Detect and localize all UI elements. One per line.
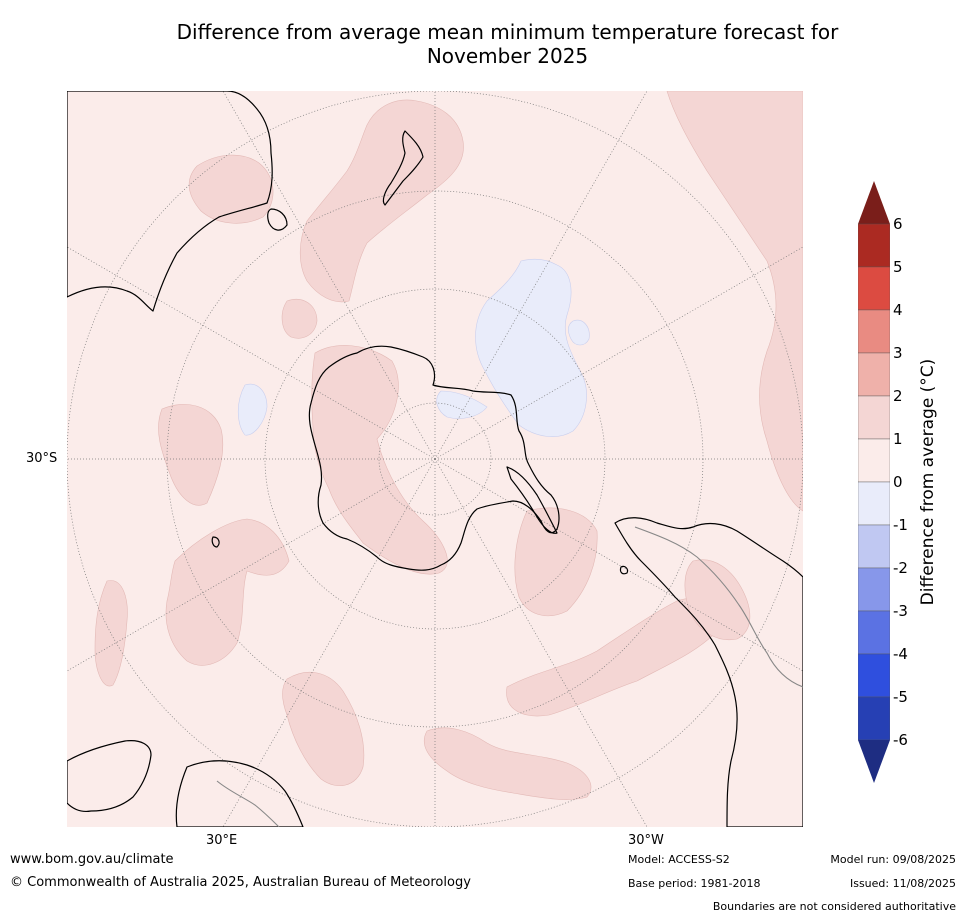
colorbar-tick-label: -1 bbox=[893, 516, 908, 534]
colorbar-segment bbox=[857, 481, 891, 526]
cool-anomaly-regions bbox=[237, 258, 590, 437]
coastlines bbox=[67, 91, 803, 827]
colorbar-tick-label: -5 bbox=[893, 688, 908, 706]
madagascar-coastline bbox=[211, 536, 220, 548]
footer-disclaimer: Boundaries are not considered authoritat… bbox=[712, 900, 956, 913]
indian-ocean-east-warm-region bbox=[281, 299, 318, 339]
colorbar-tick-label: 5 bbox=[893, 258, 903, 276]
colorbar-segment bbox=[857, 223, 891, 268]
map-panel bbox=[67, 91, 803, 827]
footer-copyright: © Commonwealth of Australia 2025, Austra… bbox=[10, 875, 471, 890]
colorbar-segment bbox=[857, 696, 891, 741]
colorbar-label: Difference from average (°C) bbox=[918, 358, 938, 606]
south-atlantic-warm-region-1 bbox=[282, 672, 365, 787]
africa-coastline bbox=[67, 740, 152, 812]
indian-cool-region bbox=[237, 383, 268, 436]
colorbar-segments bbox=[857, 223, 891, 741]
longitude-label-30w: 30°W bbox=[628, 833, 664, 848]
colorbar-tick-label: -6 bbox=[893, 731, 908, 749]
south-america-patagonia-coastline bbox=[175, 760, 304, 827]
colorbar-segment bbox=[857, 524, 891, 569]
colorbar-tick-label: 3 bbox=[893, 344, 903, 362]
south-atlantic-warm-region-2 bbox=[423, 727, 592, 800]
colorbar-segment bbox=[857, 567, 891, 612]
colorbar-top-extension bbox=[858, 181, 890, 224]
colorbar-segment bbox=[857, 610, 891, 655]
footer-model: Model: ACCESS-S2 bbox=[628, 853, 730, 866]
colorbar-segment bbox=[857, 352, 891, 397]
west-indian-warm-region bbox=[158, 404, 224, 506]
colorbar-tick-label: 0 bbox=[893, 473, 903, 491]
map-title-line-1: Difference from average mean minimum tem… bbox=[176, 20, 839, 44]
ross-sea-cool-region bbox=[475, 258, 587, 437]
colorbar-segment bbox=[857, 309, 891, 354]
latitude-label-30s: 30°S bbox=[26, 451, 58, 466]
footer-model-run: Model run: 09/08/2025 bbox=[830, 853, 956, 866]
pacific-warm-region bbox=[514, 507, 598, 617]
pacific-cool-region-small bbox=[567, 319, 590, 346]
south-indian-warm-region bbox=[165, 518, 290, 666]
south-america-coastline bbox=[614, 517, 803, 827]
polar-map bbox=[67, 91, 803, 827]
colorbar-segment bbox=[857, 438, 891, 483]
colorbar-bottom-extension bbox=[858, 740, 890, 783]
antarctic-peninsula-coastline bbox=[506, 466, 558, 534]
map-title: Difference from average mean minimum tem… bbox=[60, 20, 955, 68]
colorbar-segment bbox=[857, 653, 891, 698]
south-america-west-warm-region bbox=[684, 559, 751, 641]
footer-issued: Issued: 11/08/2025 bbox=[849, 877, 956, 890]
new-zealand-coastline bbox=[382, 130, 424, 206]
colorbar-segment bbox=[857, 266, 891, 311]
australia-south-warm-region bbox=[188, 154, 274, 224]
falklands-coastline bbox=[619, 565, 629, 575]
australia-coastline bbox=[67, 91, 273, 312]
longitude-label-30e: 30°E bbox=[206, 833, 238, 848]
colorbar-tick-label: -2 bbox=[893, 559, 908, 577]
colorbar-tick-label: -4 bbox=[893, 645, 908, 663]
colorbar-tick-label: 2 bbox=[893, 387, 903, 405]
warm-anomaly-regions bbox=[94, 91, 803, 800]
south-america-border bbox=[634, 526, 803, 688]
colorbar-tick-label: 4 bbox=[893, 301, 903, 319]
footer-url: www.bom.gov.au/climate bbox=[10, 852, 174, 867]
tasmania-coastline bbox=[267, 208, 288, 231]
colorbar-tick-label: 1 bbox=[893, 430, 903, 448]
ross-ice-cool-region bbox=[436, 390, 488, 419]
footer-base-period: Base period: 1981-2018 bbox=[628, 877, 761, 890]
south-africa-warm-region bbox=[94, 580, 128, 687]
colorbar-tick-label: -3 bbox=[893, 602, 908, 620]
antarctica-coastline bbox=[308, 345, 560, 571]
southern-africa-border bbox=[216, 780, 280, 827]
east-pacific-warm-region bbox=[666, 91, 803, 512]
country-borders bbox=[216, 526, 803, 827]
colorbar-tick-label: 6 bbox=[893, 215, 903, 233]
antarctica-warm-region bbox=[311, 345, 448, 575]
colorbar-segment bbox=[857, 395, 891, 440]
tasman-warm-region bbox=[299, 99, 464, 303]
graticule bbox=[67, 91, 803, 827]
colorbar-graphic bbox=[857, 181, 891, 783]
map-title-line-2: November 2025 bbox=[426, 44, 589, 68]
colorbar bbox=[857, 181, 891, 783]
